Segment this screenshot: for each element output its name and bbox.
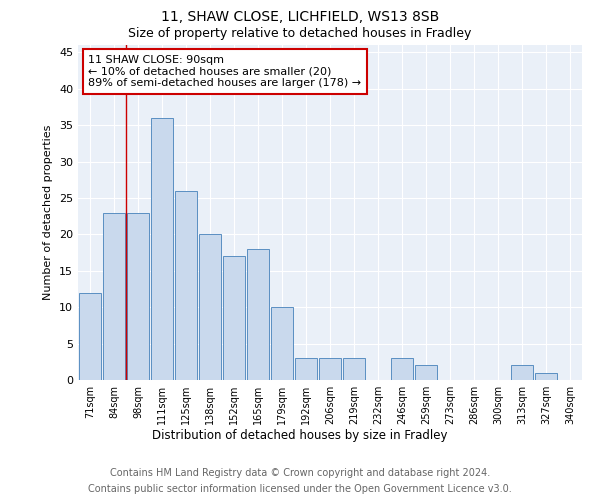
- Bar: [391, 358, 413, 380]
- Bar: [127, 212, 149, 380]
- Bar: [295, 358, 317, 380]
- Bar: [151, 118, 173, 380]
- Text: Distribution of detached houses by size in Fradley: Distribution of detached houses by size …: [152, 428, 448, 442]
- Bar: [511, 366, 533, 380]
- Bar: [535, 372, 557, 380]
- Bar: [415, 366, 437, 380]
- Bar: [175, 190, 197, 380]
- Bar: [199, 234, 221, 380]
- Text: Contains HM Land Registry data © Crown copyright and database right 2024.: Contains HM Land Registry data © Crown c…: [110, 468, 490, 477]
- Bar: [223, 256, 245, 380]
- Text: Contains public sector information licensed under the Open Government Licence v3: Contains public sector information licen…: [88, 484, 512, 494]
- Bar: [79, 292, 101, 380]
- Bar: [343, 358, 365, 380]
- Text: 11 SHAW CLOSE: 90sqm
← 10% of detached houses are smaller (20)
89% of semi-detac: 11 SHAW CLOSE: 90sqm ← 10% of detached h…: [88, 55, 361, 88]
- Bar: [271, 307, 293, 380]
- Y-axis label: Number of detached properties: Number of detached properties: [43, 125, 53, 300]
- Bar: [247, 249, 269, 380]
- Text: 11, SHAW CLOSE, LICHFIELD, WS13 8SB: 11, SHAW CLOSE, LICHFIELD, WS13 8SB: [161, 10, 439, 24]
- Text: Size of property relative to detached houses in Fradley: Size of property relative to detached ho…: [128, 28, 472, 40]
- Bar: [103, 212, 125, 380]
- Bar: [319, 358, 341, 380]
